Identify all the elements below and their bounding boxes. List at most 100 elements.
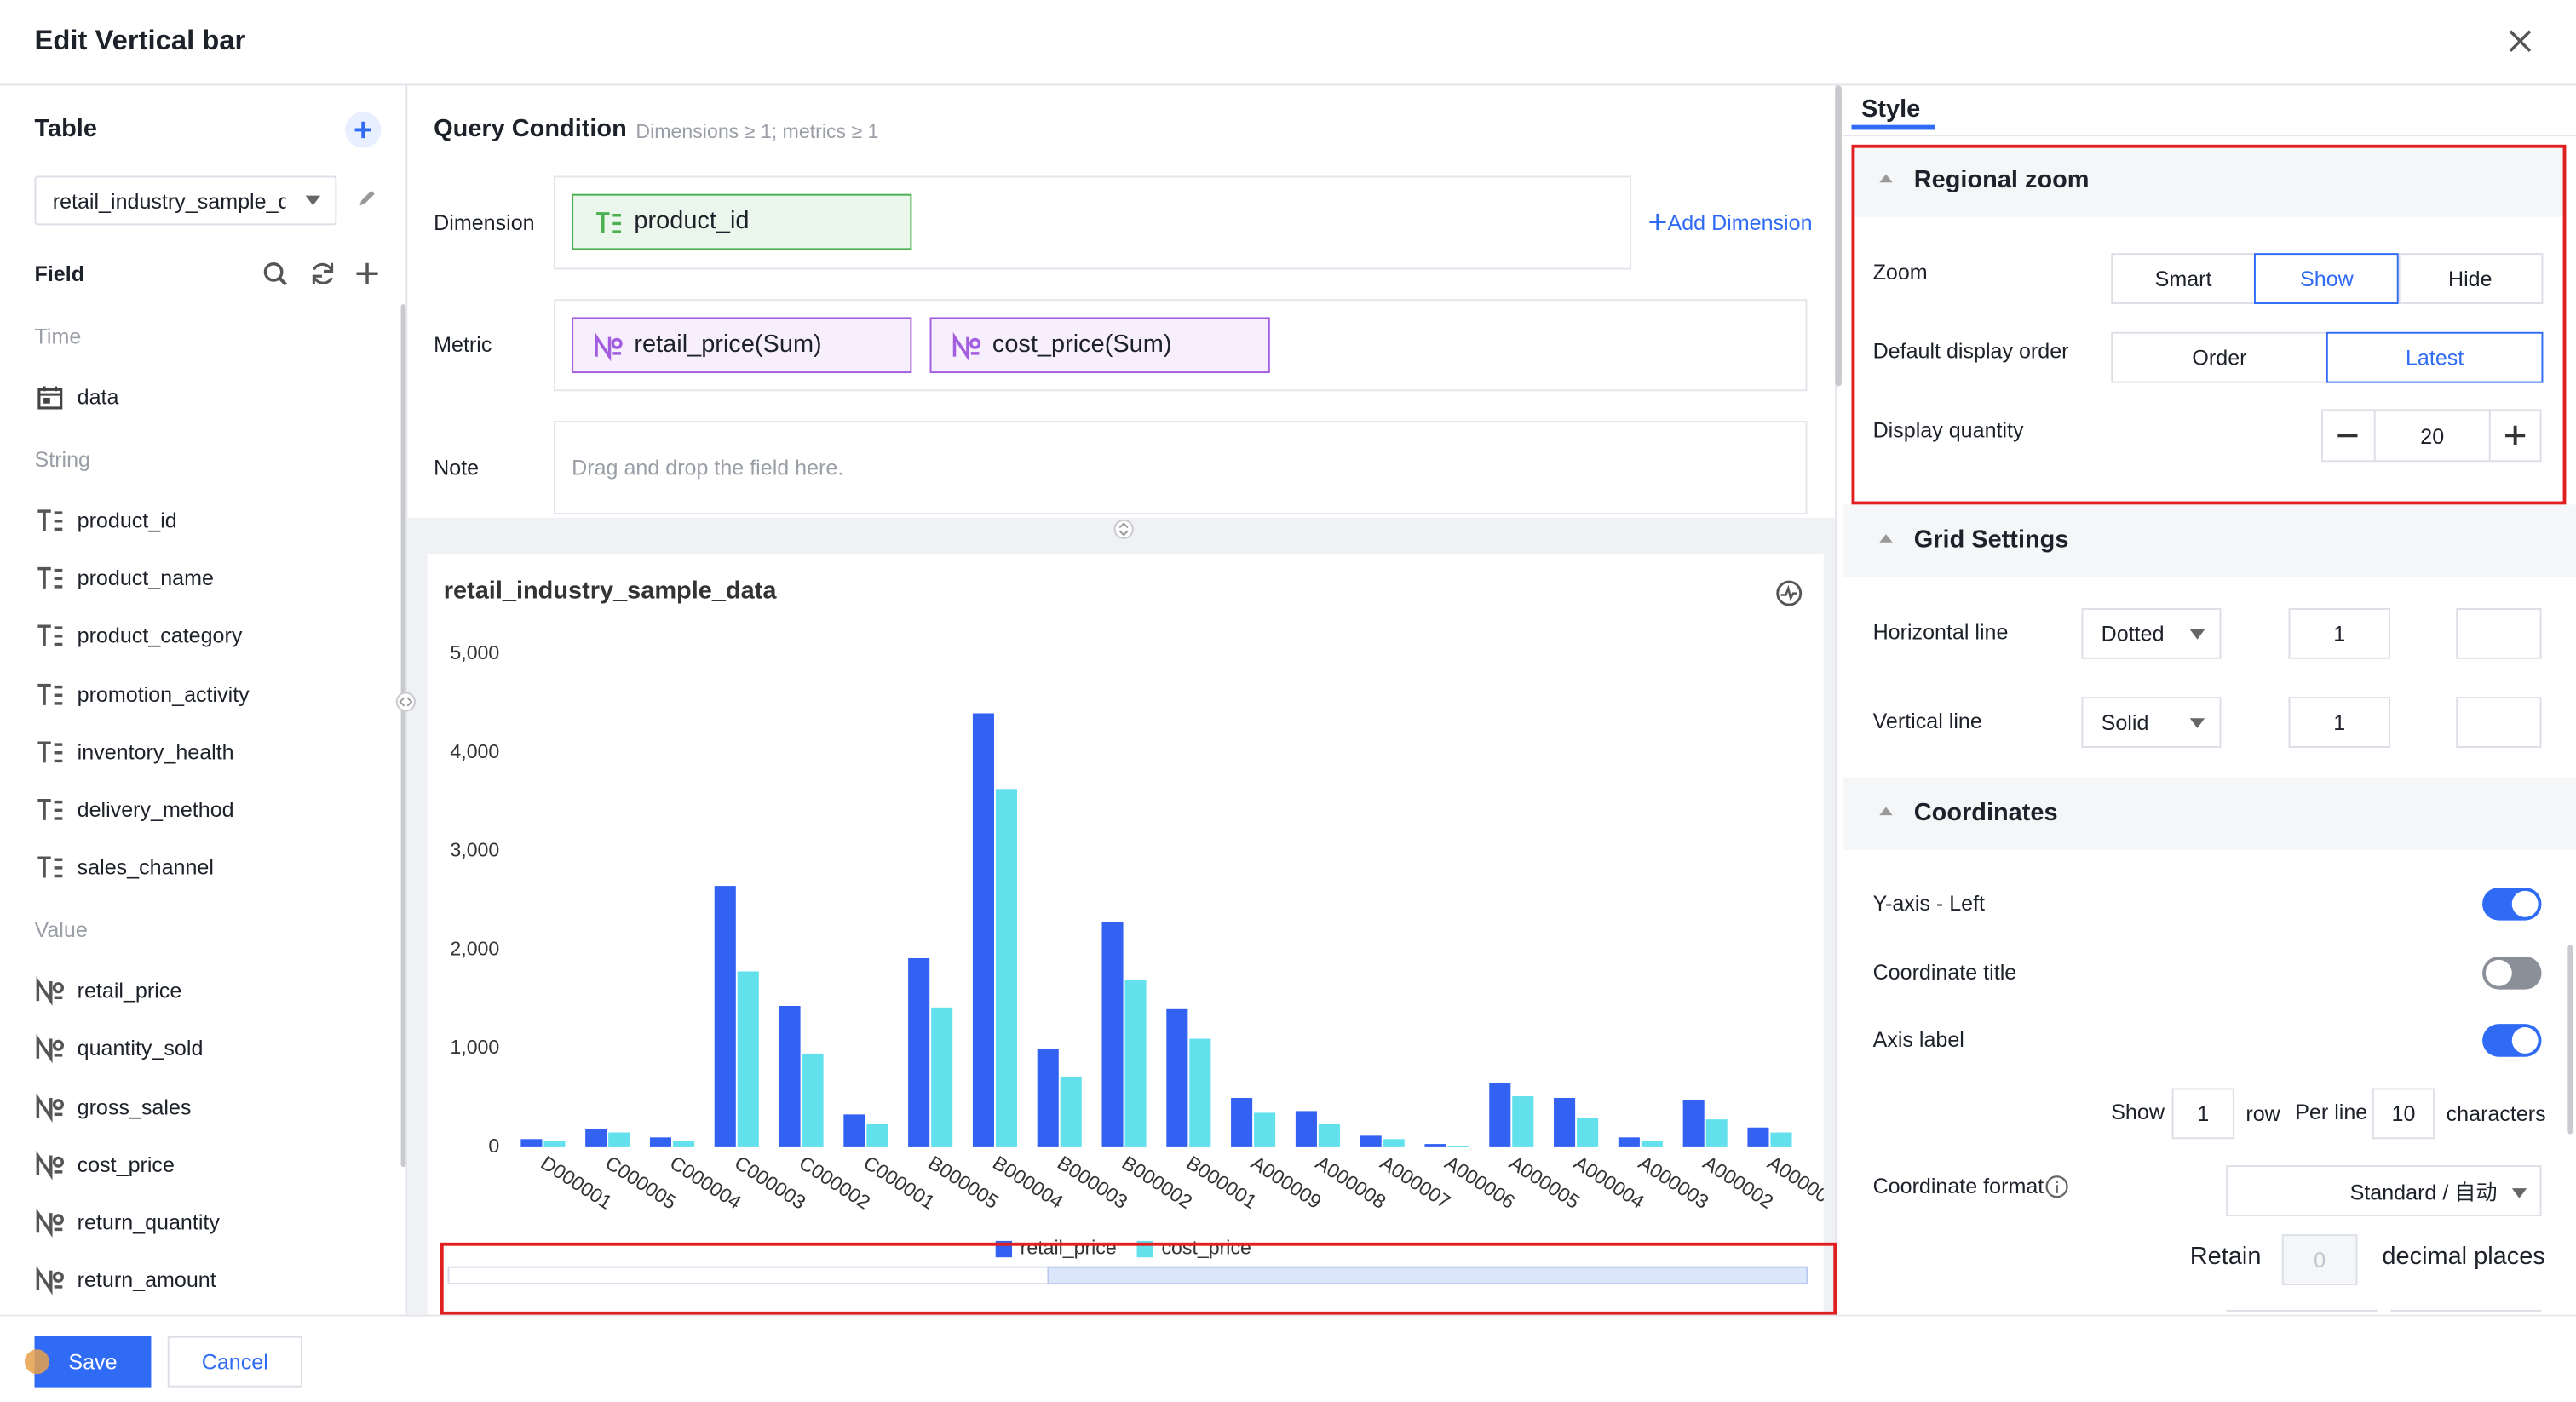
line-style-select[interactable]: Dotted xyxy=(2081,607,2222,659)
toggle[interactable] xyxy=(2482,957,2542,990)
icon-part xyxy=(37,625,63,647)
section-header xyxy=(1843,777,2576,850)
field-item[interactable]: product_id xyxy=(77,508,177,533)
segmented-option[interactable]: Hide xyxy=(2397,253,2543,304)
table-select[interactable]: retail_industry_sample_data xyxy=(34,175,337,226)
metric-label: Metric xyxy=(434,331,492,357)
icon-part xyxy=(263,261,284,282)
save-button[interactable]: Save xyxy=(34,1336,152,1388)
segmented-option[interactable]: Latest xyxy=(2326,331,2544,383)
stepper-divider xyxy=(2373,409,2376,463)
bar xyxy=(1318,1123,1340,1147)
metric-chip[interactable] xyxy=(572,317,912,374)
toggle[interactable] xyxy=(2482,1024,2542,1057)
bar xyxy=(1101,922,1124,1147)
add-dimension-icon[interactable] xyxy=(1649,213,1666,231)
collapse-arrow[interactable] xyxy=(1879,534,1893,543)
field-item[interactable]: product_category xyxy=(77,623,243,649)
line-width-input[interactable]: 1 xyxy=(2288,697,2391,748)
line-style-select[interactable]: Solid xyxy=(2081,697,2222,748)
segmented-option[interactable]: Smart xyxy=(2111,253,2256,304)
quantity-input[interactable]: 20 xyxy=(2420,422,2445,448)
icon-part xyxy=(37,799,51,820)
close-button[interactable] xyxy=(2509,30,2532,53)
field-item[interactable]: return_quantity xyxy=(77,1210,220,1235)
style-tab[interactable]: Style xyxy=(1861,95,1921,124)
bar xyxy=(608,1132,630,1147)
increment-button[interactable] xyxy=(2505,425,2526,445)
icon-part xyxy=(2189,629,2205,640)
color-picker[interactable] xyxy=(2456,697,2542,748)
icon-part xyxy=(37,509,51,531)
bar xyxy=(1489,1083,1511,1147)
format-select[interactable]: Standard / 自动 xyxy=(2226,1165,2542,1216)
setting-label: Coordinate format xyxy=(1872,1173,2044,1198)
bar xyxy=(585,1129,607,1147)
bar xyxy=(1166,1008,1188,1147)
scrollbar xyxy=(2567,945,2573,1135)
collapse-arrow[interactable] xyxy=(1879,174,1893,183)
field-item[interactable]: sales_channel xyxy=(77,854,214,880)
decrement-button[interactable] xyxy=(2337,434,2358,438)
field-item[interactable]: cost_price xyxy=(77,1152,175,1177)
field-item[interactable]: promotion_activity xyxy=(77,681,250,706)
add-field-button[interactable] xyxy=(356,262,378,284)
decimals-input[interactable]: 0 xyxy=(2281,1234,2358,1285)
note-label: Note xyxy=(434,455,480,480)
number-field-icon xyxy=(36,1034,65,1065)
icon-part xyxy=(37,388,63,410)
icon-part xyxy=(37,567,51,589)
field-item[interactable]: retail_price xyxy=(77,978,182,1003)
bar xyxy=(1254,1112,1276,1147)
note-placeholder: Drag and drop the field here. xyxy=(572,455,844,480)
x-tick-label: D000001 xyxy=(537,1152,616,1214)
info-icon[interactable] xyxy=(2045,1175,2068,1198)
edit-table-button[interactable] xyxy=(358,187,377,207)
icon-part xyxy=(2511,1188,2527,1198)
icon-part xyxy=(1113,519,1134,539)
panel-collapse-handle[interactable] xyxy=(395,692,416,712)
icon-part xyxy=(37,625,51,647)
icon-part xyxy=(37,567,63,589)
rows-input[interactable]: 1 xyxy=(2171,1088,2234,1140)
field-item[interactable]: inventory_health xyxy=(77,738,234,764)
segmented-option[interactable]: Show xyxy=(2254,253,2400,304)
bar xyxy=(520,1139,543,1147)
stepper xyxy=(2321,409,2542,463)
divider xyxy=(1843,135,2576,137)
line-width-input[interactable]: 1 xyxy=(2288,607,2391,659)
toggle[interactable] xyxy=(2482,888,2542,921)
bar xyxy=(1770,1132,1792,1147)
resize-handle[interactable] xyxy=(1113,519,1134,539)
field-item[interactable]: data xyxy=(77,384,119,410)
search-button[interactable] xyxy=(263,261,288,286)
dimension-chip[interactable] xyxy=(572,193,912,250)
x-tick-label: B000005 xyxy=(924,1152,1003,1213)
legend-label: cost_price xyxy=(1161,1237,1251,1259)
add-dimension-button[interactable]: Add Dimension xyxy=(1667,210,1813,235)
bar xyxy=(866,1123,888,1147)
number-field-icon xyxy=(36,1150,65,1181)
collapse-arrow[interactable] xyxy=(1879,807,1893,816)
field-item[interactable]: gross_sales xyxy=(77,1094,192,1119)
field-item[interactable]: quantity_sold xyxy=(77,1036,204,1061)
icon-part xyxy=(2505,425,2526,445)
bar xyxy=(1682,1099,1705,1147)
x-tick-label: C000003 xyxy=(731,1152,810,1214)
refresh-button[interactable] xyxy=(310,261,335,286)
x-tick-label: A000005 xyxy=(1505,1152,1584,1213)
dimension-chip-text: product_id xyxy=(634,207,750,235)
metric-chip[interactable] xyxy=(929,317,1270,374)
field-item[interactable]: product_name xyxy=(77,566,214,591)
characters-input[interactable]: 10 xyxy=(2372,1088,2435,1140)
icon-part xyxy=(2045,1175,2068,1198)
cancel-button[interactable]: Cancel xyxy=(167,1336,302,1388)
chart-settings-button[interactable] xyxy=(1776,580,1803,606)
field-item[interactable]: return_amount xyxy=(77,1267,216,1293)
color-picker[interactable] xyxy=(2456,607,2542,659)
field-item[interactable]: delivery_method xyxy=(77,796,234,822)
icon-part xyxy=(54,800,63,820)
segmented-option[interactable]: Order xyxy=(2111,331,2328,383)
icon-part xyxy=(36,1092,53,1123)
add-table-button[interactable] xyxy=(344,112,382,148)
